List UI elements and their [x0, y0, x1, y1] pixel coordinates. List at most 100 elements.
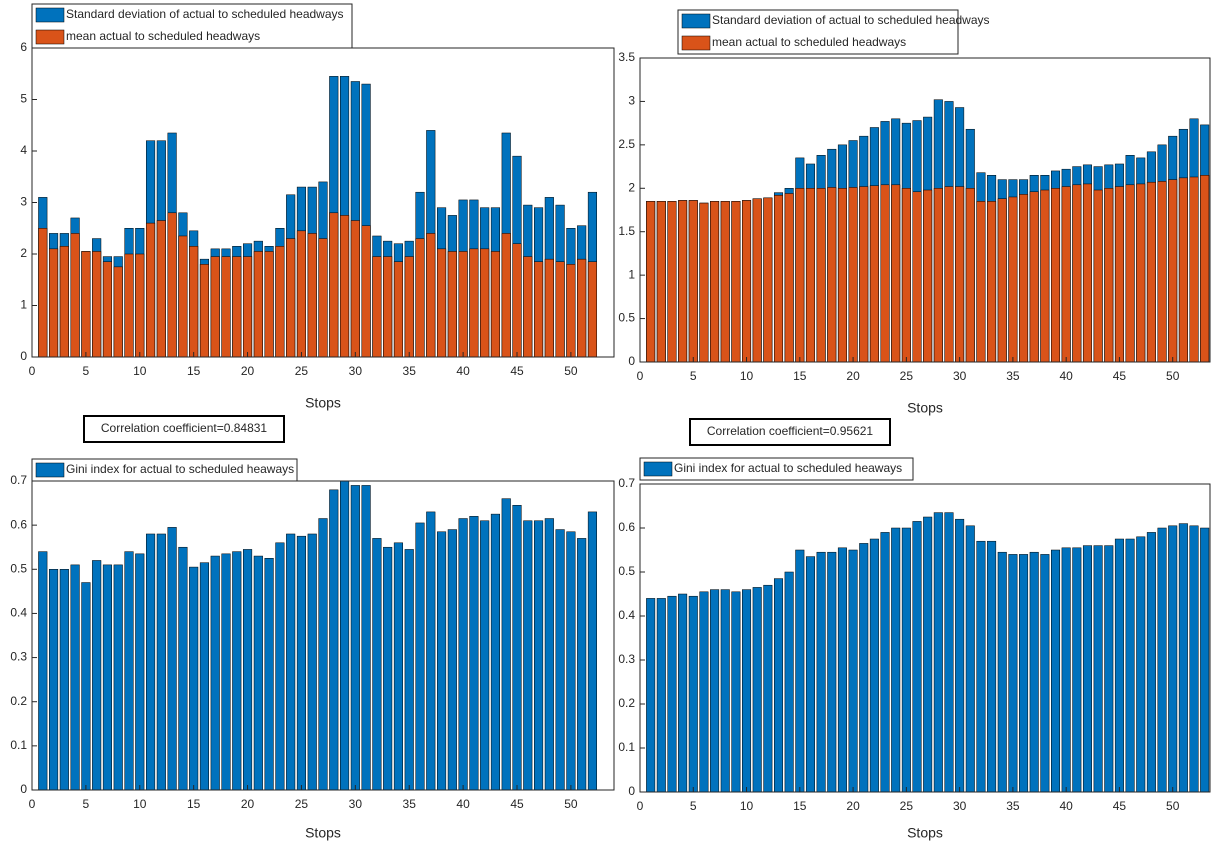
bar — [710, 201, 720, 363]
bar — [167, 527, 177, 791]
bar — [38, 228, 48, 358]
x-tick-label: 5 — [83, 797, 90, 811]
y-tick-label: 0 — [20, 349, 27, 363]
bar — [469, 516, 479, 791]
bar — [1029, 551, 1039, 793]
y-tick-label: 0.6 — [618, 520, 635, 534]
x-tick-label: 45 — [1113, 799, 1127, 813]
bar — [1146, 532, 1156, 793]
bar — [912, 191, 922, 363]
x-axis-title: Stops — [907, 400, 943, 416]
bar — [827, 551, 837, 793]
x-tick-label: 30 — [349, 364, 363, 378]
bar — [1200, 527, 1210, 793]
bar — [329, 212, 339, 358]
bar — [48, 569, 59, 791]
y-tick-label: 0.3 — [10, 650, 27, 664]
bar — [933, 512, 943, 793]
x-tick-label: 30 — [953, 369, 967, 383]
bar — [731, 591, 741, 793]
bar — [1072, 184, 1082, 363]
bar — [156, 533, 166, 791]
bar — [523, 256, 533, 358]
bar — [199, 264, 210, 358]
bar — [773, 194, 784, 363]
x-tick-label: 5 — [83, 364, 90, 378]
bar — [286, 533, 296, 791]
bar — [1114, 538, 1124, 793]
bar — [1072, 547, 1082, 793]
bar — [383, 546, 393, 791]
bar — [253, 555, 263, 791]
bar — [221, 256, 231, 358]
bar — [458, 251, 468, 358]
bar — [70, 233, 80, 358]
bar — [189, 246, 199, 358]
bar — [221, 553, 231, 791]
y-tick-label: 2 — [20, 246, 27, 260]
bar — [997, 198, 1007, 363]
bar — [688, 595, 698, 793]
bar — [145, 533, 156, 791]
x-tick-label: 10 — [133, 797, 147, 811]
bar — [1104, 188, 1114, 363]
bar — [816, 551, 826, 793]
bar — [944, 512, 954, 793]
bar — [210, 555, 220, 791]
chart: 0 0.1 0.2 0.3 0.4 0.5 0.6 0.7 0 5 10 15 20 25 30 35 40 45… — [618, 457, 1211, 841]
x-tick-label: 25 — [295, 797, 309, 811]
bar — [501, 498, 511, 791]
bar — [275, 246, 285, 358]
bar — [859, 186, 869, 363]
bar — [1019, 194, 1029, 363]
y-tick-label: 0 — [20, 782, 27, 796]
x-tick-label: 15 — [793, 369, 807, 383]
bar — [1168, 179, 1178, 363]
bar — [555, 261, 565, 358]
bar — [145, 222, 156, 358]
bar — [688, 200, 698, 363]
bar — [566, 264, 576, 358]
legend-box — [677, 9, 959, 55]
bar — [124, 551, 134, 791]
x-tick-label: 50 — [1166, 369, 1180, 383]
bar — [447, 529, 457, 791]
bar — [135, 553, 145, 791]
bar — [987, 201, 997, 363]
bar — [976, 201, 986, 363]
legend-label: mean actual to scheduled headways — [66, 29, 260, 43]
bar — [646, 598, 656, 793]
bar — [296, 535, 307, 791]
x-tick-label: 50 — [564, 797, 578, 811]
bar — [1019, 554, 1029, 793]
legend-label: mean actual to scheduled headways — [712, 35, 906, 49]
bar — [955, 518, 965, 793]
bar — [232, 551, 242, 791]
x-tick-label: 15 — [187, 364, 201, 378]
bar — [404, 256, 414, 358]
bar — [544, 258, 554, 358]
bar — [731, 201, 741, 363]
bar — [1061, 186, 1071, 363]
bar — [296, 230, 307, 358]
bar — [426, 511, 436, 791]
bar — [533, 261, 544, 358]
bar — [544, 518, 554, 791]
x-tick-label: 15 — [793, 799, 807, 813]
bar — [1114, 186, 1124, 363]
x-tick-label: 15 — [187, 797, 201, 811]
x-tick-label: 35 — [403, 364, 417, 378]
y-tick-label: 0.7 — [618, 476, 635, 490]
bar — [92, 251, 102, 358]
bar — [1051, 549, 1061, 793]
bar — [752, 198, 762, 363]
bar — [912, 521, 922, 793]
bar — [1093, 189, 1103, 363]
x-tick-label: 25 — [900, 369, 914, 383]
bar — [1168, 525, 1178, 793]
bar — [1040, 189, 1050, 363]
bar — [404, 549, 414, 791]
x-tick-label: 50 — [1166, 799, 1180, 813]
bar — [880, 184, 890, 363]
